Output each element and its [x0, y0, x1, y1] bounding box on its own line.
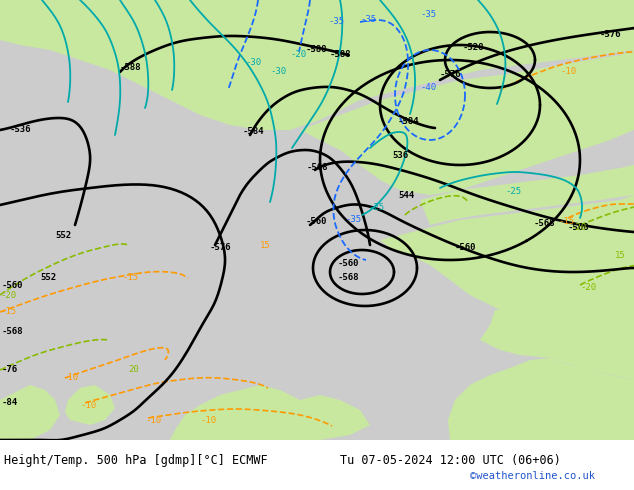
Text: -10: -10 [62, 373, 78, 383]
Text: 552: 552 [40, 273, 56, 283]
Polygon shape [480, 310, 634, 380]
Text: -588: -588 [120, 64, 141, 73]
Text: -584: -584 [398, 118, 420, 126]
Text: -10: -10 [560, 68, 576, 76]
Polygon shape [65, 385, 115, 425]
Text: -588: -588 [330, 50, 351, 59]
Text: -568: -568 [2, 327, 23, 337]
Text: -15: -15 [558, 218, 574, 226]
Text: Tu 07-05-2024 12:00 UTC (06+06): Tu 07-05-2024 12:00 UTC (06+06) [340, 454, 561, 466]
Text: -84: -84 [2, 397, 18, 407]
Text: -30: -30 [270, 68, 286, 76]
Text: -568: -568 [568, 223, 590, 232]
Text: -15: -15 [122, 273, 138, 283]
Text: -568: -568 [534, 219, 555, 227]
Text: 536: 536 [392, 150, 408, 160]
Text: -536: -536 [10, 125, 32, 134]
Text: -576: -576 [440, 71, 462, 79]
Text: 544: 544 [398, 192, 414, 200]
Text: 15: 15 [615, 250, 626, 260]
Text: -76: -76 [2, 366, 18, 374]
Text: -35: -35 [328, 18, 344, 26]
Text: -40: -40 [420, 83, 436, 93]
Text: -20: -20 [290, 50, 306, 59]
Text: -20: -20 [570, 223, 586, 232]
Text: Height/Temp. 500 hPa [gdmp][°C] ECMWF: Height/Temp. 500 hPa [gdmp][°C] ECMWF [4, 454, 268, 466]
Text: -528: -528 [463, 44, 484, 52]
Polygon shape [380, 195, 634, 320]
Text: -25: -25 [368, 203, 384, 213]
Text: -10: -10 [145, 416, 161, 424]
Text: 552: 552 [55, 230, 71, 240]
Bar [0, 0, 634, 440]
Text: -576: -576 [210, 244, 231, 252]
Text: -35: -35 [420, 10, 436, 20]
Polygon shape [170, 385, 310, 440]
Text: -20: -20 [0, 292, 16, 300]
Text: -560: -560 [338, 259, 359, 268]
Text: -10: -10 [80, 400, 96, 410]
Polygon shape [0, 385, 60, 440]
Text: 20: 20 [128, 366, 139, 374]
Polygon shape [220, 395, 370, 440]
Text: 15: 15 [260, 241, 271, 249]
Text: -35: -35 [360, 16, 376, 24]
Polygon shape [420, 165, 634, 225]
Polygon shape [0, 385, 55, 440]
Text: -35: -35 [345, 216, 361, 224]
Text: -15: -15 [0, 308, 16, 317]
Text: -25: -25 [505, 188, 521, 196]
Text: -560: -560 [2, 280, 23, 290]
Text: ©weatheronline.co.uk: ©weatheronline.co.uk [470, 471, 595, 481]
Text: -588: -588 [306, 46, 328, 54]
Text: -30: -30 [245, 58, 261, 68]
Text: -568: -568 [338, 273, 359, 283]
Text: -10: -10 [200, 416, 216, 424]
Text: -576: -576 [600, 30, 621, 40]
Text: -20: -20 [580, 284, 596, 293]
Polygon shape [300, 50, 634, 195]
Text: -560: -560 [306, 218, 328, 226]
Polygon shape [448, 358, 634, 440]
Text: -560: -560 [455, 244, 477, 252]
Text: -568: -568 [307, 163, 328, 172]
Text: -584: -584 [243, 127, 264, 137]
Bar [0, 440, 634, 490]
Polygon shape [0, 0, 634, 130]
Bar [0, 0, 634, 440]
